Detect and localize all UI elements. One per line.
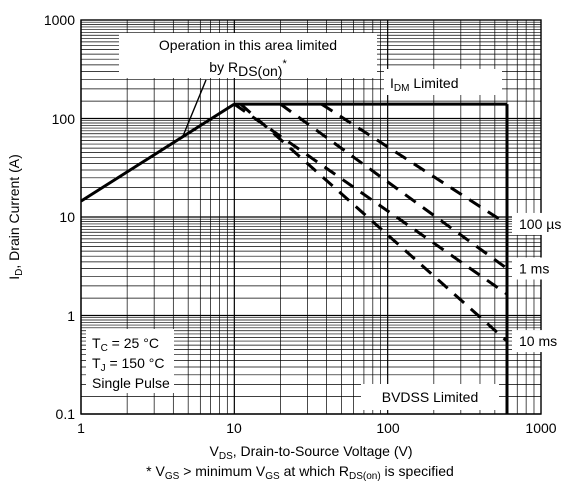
rds-annotation-line1: Operation in this area limited [159,37,337,53]
limit-line [80,102,236,203]
series-label: 10 ms [519,333,557,349]
idm-label-bg [384,69,502,95]
x-tick-label: 10 [226,420,242,436]
y-tick-label: 100 [52,111,76,127]
series-label: 1 ms [519,261,549,277]
bvdss-limited-label: BVDSS Limited [382,389,478,405]
x-tick-label: 1 [77,420,85,436]
y-tick-label: 1000 [44,12,75,28]
dashed-curve [239,102,508,343]
grid-lines [80,20,541,415]
y-tick-label: 1 [67,308,75,324]
series-label: 100 µs [519,216,561,232]
series-labels: 100 µs 1 ms 10 ms [512,212,574,353]
series-label-bg [512,257,574,280]
y-axis-label: ID, Drain Current (A) [6,154,25,279]
conditions-box [86,329,174,393]
bvdss-label-bg [361,384,499,410]
idm-limited-label: IDM Limited [390,75,458,94]
y-tick-label: 10 [59,209,75,225]
condition-tc: TC = 25 °C [92,335,159,354]
rds-leader-line [182,79,207,137]
x-axis-label: VDS, Drain-to-Source Voltage (V) [210,443,413,462]
series-label-bg [512,330,574,353]
footnote: * VGS > minimum VGS at which RDS(on) is … [146,463,454,482]
dashed-curve [279,102,508,270]
rds-annotation-line2: by RDS(on)* [209,58,287,79]
condition-tj: TJ = 150 °C [92,355,164,374]
rds-label-bg [119,33,377,78]
x-tick-label: 100 [376,420,400,436]
dashed-curve [320,102,508,226]
curves [80,102,509,414]
series-label-bg [512,212,574,235]
y-tick-label: 0.1 [56,406,76,422]
y-tick-labels: 1000 100 10 1 0.1 [44,8,78,422]
x-tick-label: 1000 [525,420,556,436]
condition-single-pulse: Single Pulse [92,375,170,391]
x-tick-labels: 1 10 100 1000 [77,420,557,436]
dashed-curve [233,102,508,296]
